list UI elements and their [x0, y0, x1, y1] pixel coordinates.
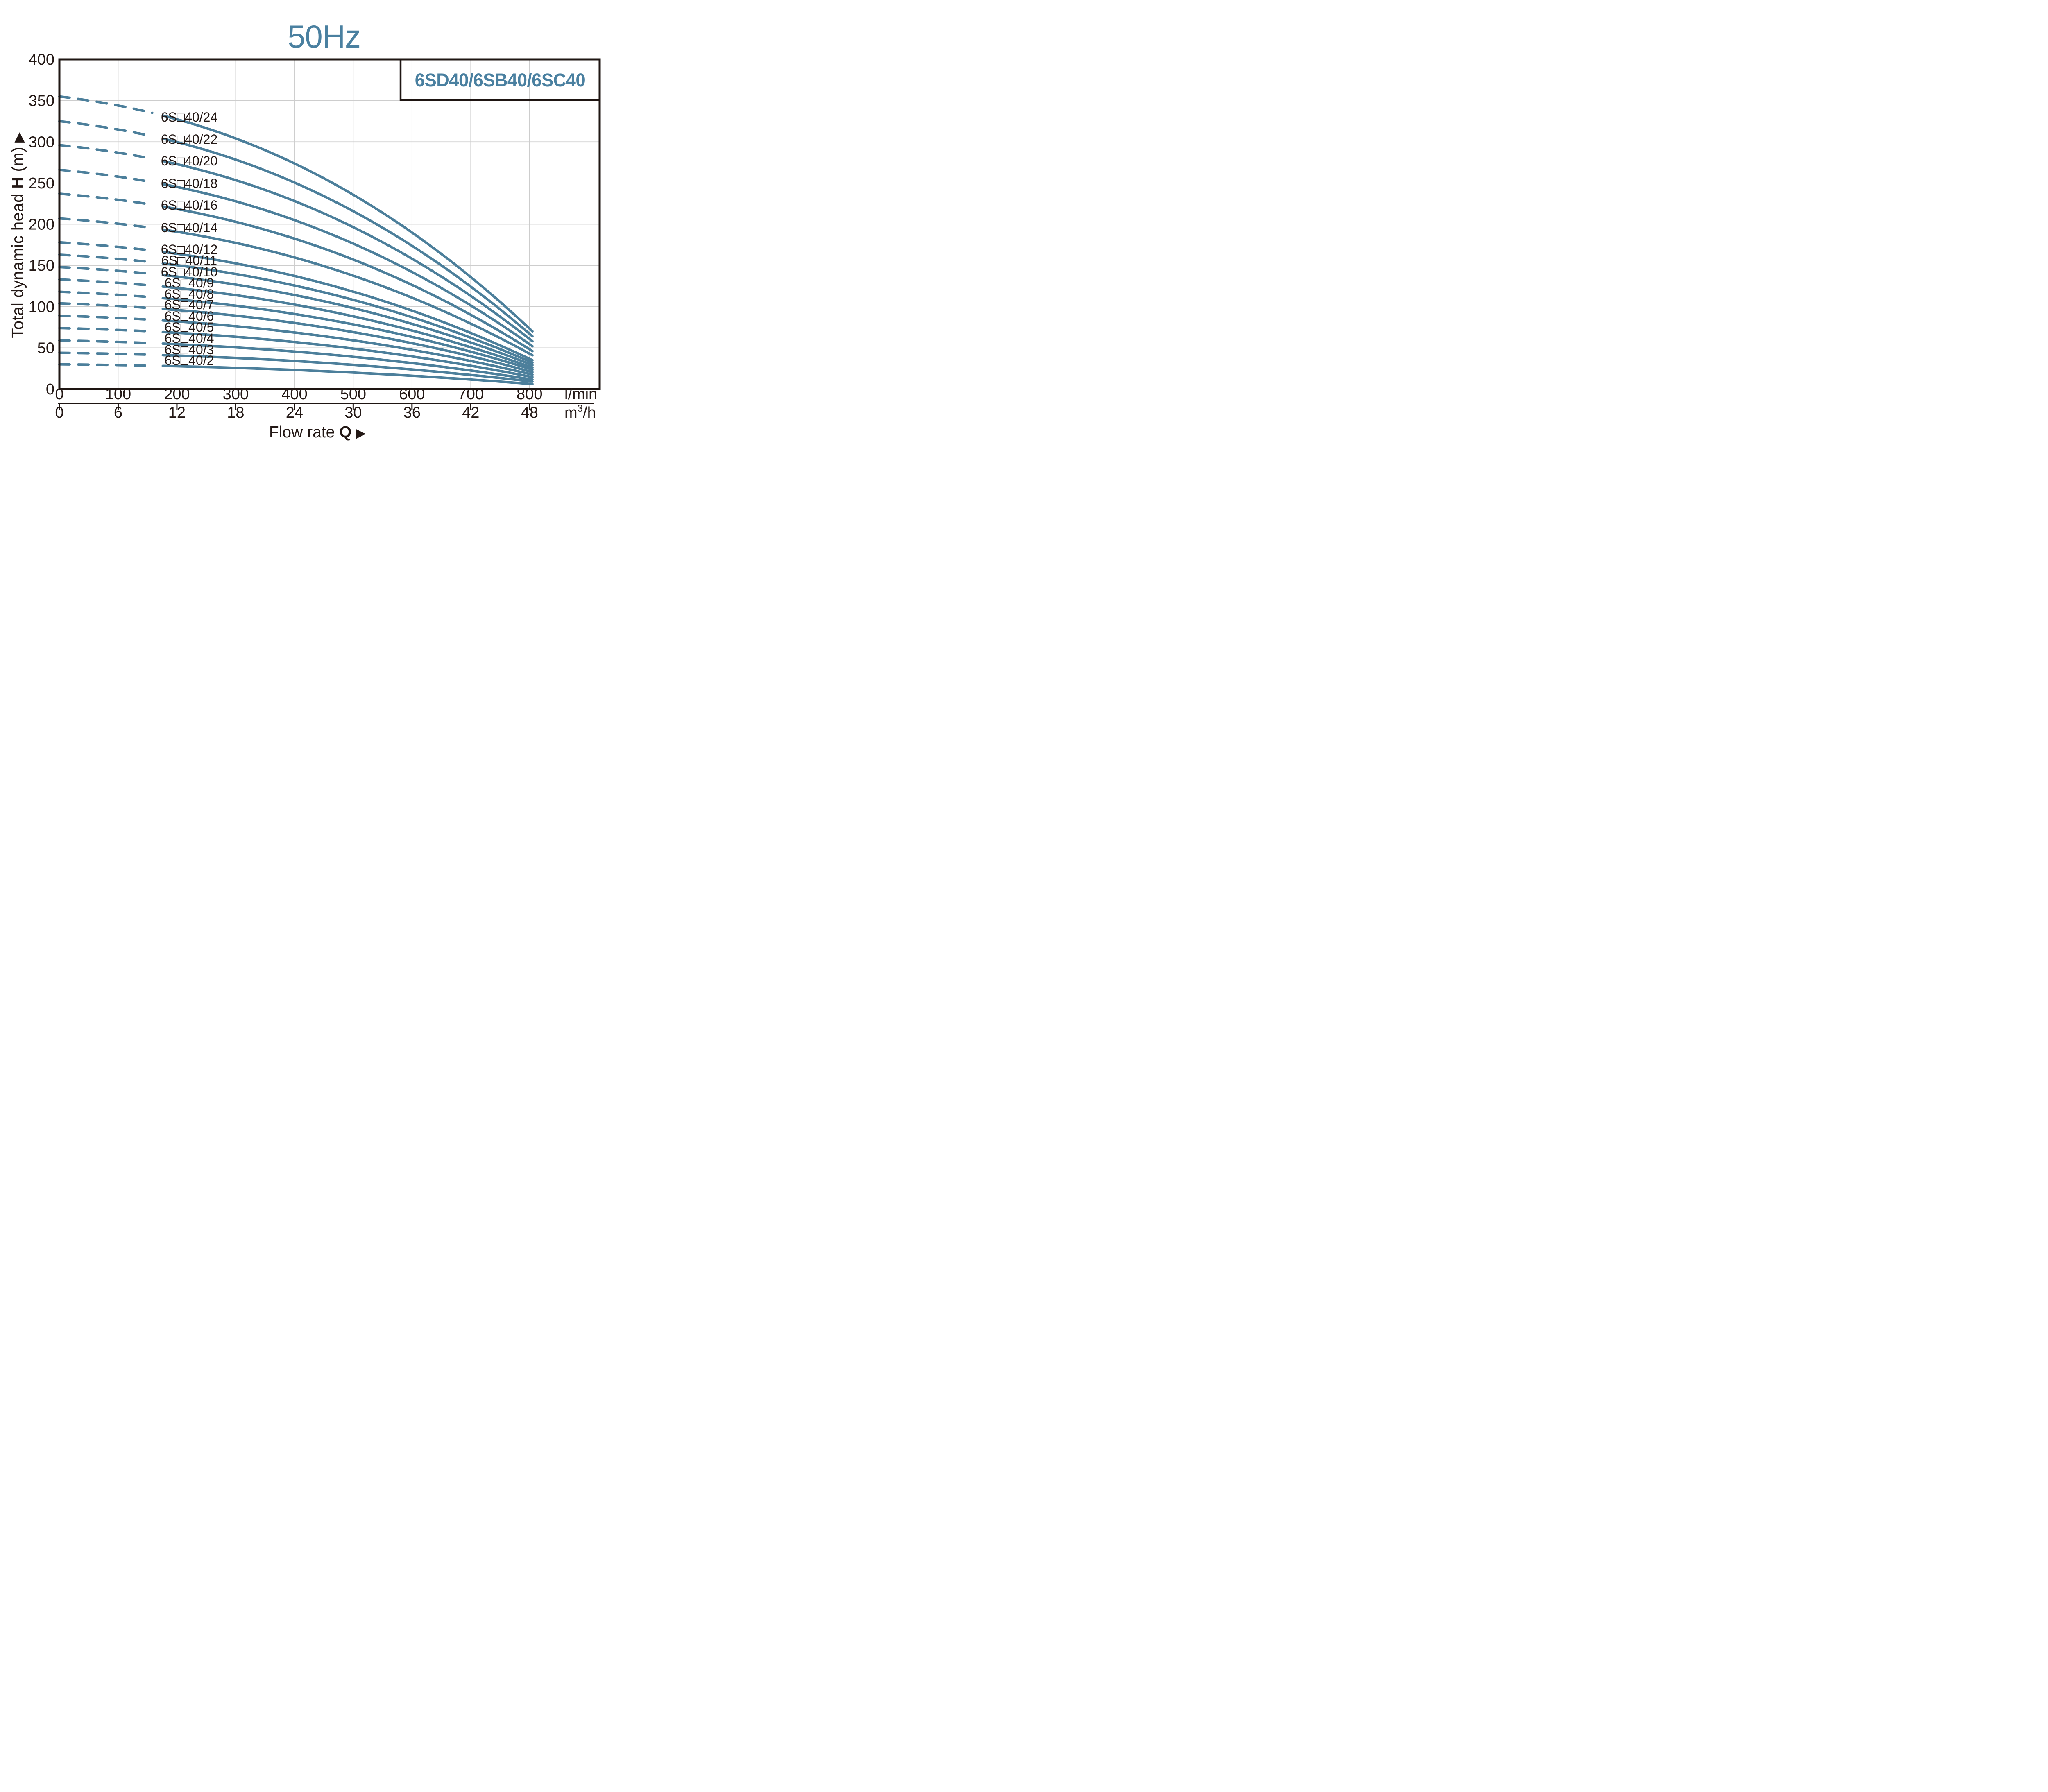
- curve-dashed-20stage: [58, 144, 154, 160]
- curve-solid-10stage: [161, 274, 534, 367]
- x-tick-label-m3h: 12: [168, 404, 186, 421]
- x-tick-label-lmin: 700: [458, 386, 484, 403]
- right-arrow-icon: ▶: [356, 425, 366, 440]
- curve-label-14stage: 6S□40/14: [161, 220, 218, 235]
- chart-title: 50Hz: [287, 18, 361, 54]
- curve-label-2stage: 6S□40/2: [165, 353, 214, 368]
- curve-solid-2stage: [161, 364, 534, 385]
- y-tick-label: 300: [29, 133, 54, 151]
- y-tick-label: 0: [46, 381, 54, 398]
- y-axis-symbol: H: [9, 176, 27, 189]
- x-tick-label-m3h: 36: [403, 404, 421, 421]
- legend-model-label: 6SD40/6SB40/6SC40: [415, 69, 586, 91]
- curve-dashed-14stage: [58, 217, 154, 229]
- curve-label-20stage: 6S□40/20: [161, 154, 218, 168]
- curve-solid-24stage: [161, 114, 534, 333]
- curve-dashed-2stage: [58, 363, 154, 367]
- curve-dashed-11stage: [58, 253, 154, 264]
- curve-label-11stage: 6S□40/11: [161, 253, 217, 268]
- x-tick-label-m3h: 0: [55, 404, 63, 421]
- curve-dashed-8stage: [58, 290, 154, 299]
- y-axis-unit: (m): [9, 147, 27, 177]
- curve-solid-14stage: [161, 228, 534, 357]
- x-axis-title-text: Flow rate: [269, 423, 340, 441]
- curve-label-12stage: 6S□40/12: [161, 242, 218, 257]
- curve-solid-3stage: [161, 354, 534, 383]
- curve-label-10stage: 6S□40/10: [161, 265, 218, 279]
- curve-solid-16stage: [161, 205, 534, 353]
- curve-solid-12stage: [161, 251, 534, 362]
- curve-label-9stage: 6S□40/9: [165, 276, 214, 290]
- curve-label-4stage: 6S□40/4: [165, 331, 214, 346]
- x-tick-label-lmin: 0: [55, 386, 63, 403]
- x-tick-label-lmin: 600: [399, 386, 425, 403]
- plot-frame: [58, 58, 601, 390]
- curve-label-16stage: 6S□40/16: [161, 198, 218, 213]
- x-tick-label-m3h: 6: [114, 404, 122, 421]
- x-tick-label-lmin: 800: [517, 386, 542, 403]
- curve-label-24stage: 6S□40/24: [161, 110, 218, 124]
- up-arrow-icon: ▶: [11, 132, 26, 143]
- curve-label-6stage: 6S□40/6: [165, 309, 214, 324]
- y-tick-label: 400: [29, 51, 54, 68]
- x-tick-label-m3h: 18: [227, 404, 244, 421]
- curve-dashed-24stage: [58, 95, 154, 114]
- y-tick-label: 250: [29, 175, 54, 192]
- y-tick-label: 150: [29, 257, 54, 274]
- curve-dashed-3stage: [58, 351, 154, 356]
- x-tick-label-lmin: 300: [223, 386, 249, 403]
- curve-dashed-16stage: [58, 192, 154, 206]
- curve-dashed-18stage: [58, 168, 154, 183]
- curve-solid-4stage: [161, 342, 534, 381]
- curve-solid-6stage: [161, 319, 534, 376]
- curve-solid-9stage: [161, 285, 534, 369]
- x-tick-label-m3h: 42: [462, 404, 479, 421]
- y-axis-title-text: Total dynamic head: [9, 188, 27, 338]
- curve-label-22stage: 6S□40/22: [161, 132, 218, 147]
- curve-dashed-4stage: [58, 339, 154, 344]
- x-tick-label-lmin: 500: [340, 386, 366, 403]
- curve-dashed-6stage: [58, 314, 154, 321]
- curve-label-7stage: 6S□40/7: [165, 297, 214, 312]
- curve-dashed-7stage: [58, 302, 154, 310]
- x-tick-label-lmin: 400: [281, 386, 307, 403]
- curve-dashed-12stage: [58, 241, 154, 252]
- y-tick-label: 350: [29, 93, 54, 110]
- pump-performance-chart-page: 400 350 300 250 200 150 100 50 0 0 100 200 300 400 500…: [0, 0, 614, 448]
- curve-solid-5stage: [161, 330, 534, 378]
- curve-dashed-22stage: [58, 120, 154, 138]
- curve-solid-8stage: [161, 297, 534, 371]
- curve-label-3stage: 6S□40/3: [165, 342, 214, 357]
- curve-solid-18stage: [161, 183, 534, 348]
- x-tick-label-m3h: 48: [521, 404, 538, 421]
- x-axis-title: Flow rate Q ▶: [223, 423, 412, 441]
- x-tick-label-lmin: 200: [164, 386, 190, 403]
- curve-solid-11stage: [161, 262, 534, 364]
- curve-label-8stage: 6S□40/8: [165, 287, 214, 301]
- x-tick-label-lmin: 100: [105, 386, 131, 403]
- x-tick-label-m3h: 30: [344, 404, 362, 421]
- y-axis-title: Total dynamic head H (m) ▶: [9, 132, 27, 338]
- y-tick-label: 200: [29, 216, 54, 233]
- legend-box: [399, 58, 601, 101]
- curve-dashed-9stage: [58, 278, 154, 287]
- curve-solid-20stage: [161, 160, 534, 343]
- x-unit-m3h: m3/h: [564, 403, 596, 421]
- x-unit-lmin: l/min: [564, 386, 597, 403]
- curve-dashed-5stage: [58, 327, 154, 333]
- curve-dashed-10stage: [58, 266, 154, 275]
- curve-solid-22stage: [161, 137, 534, 338]
- x-tick-label-m3h: 24: [286, 404, 303, 421]
- curve-label-5stage: 6S□40/5: [165, 320, 214, 335]
- y-tick-label: 50: [37, 339, 54, 357]
- curve-label-18stage: 6S□40/18: [161, 176, 218, 191]
- x-axis-symbol: Q: [339, 423, 352, 441]
- curve-solid-7stage: [161, 308, 534, 373]
- y-tick-label: 100: [29, 299, 54, 316]
